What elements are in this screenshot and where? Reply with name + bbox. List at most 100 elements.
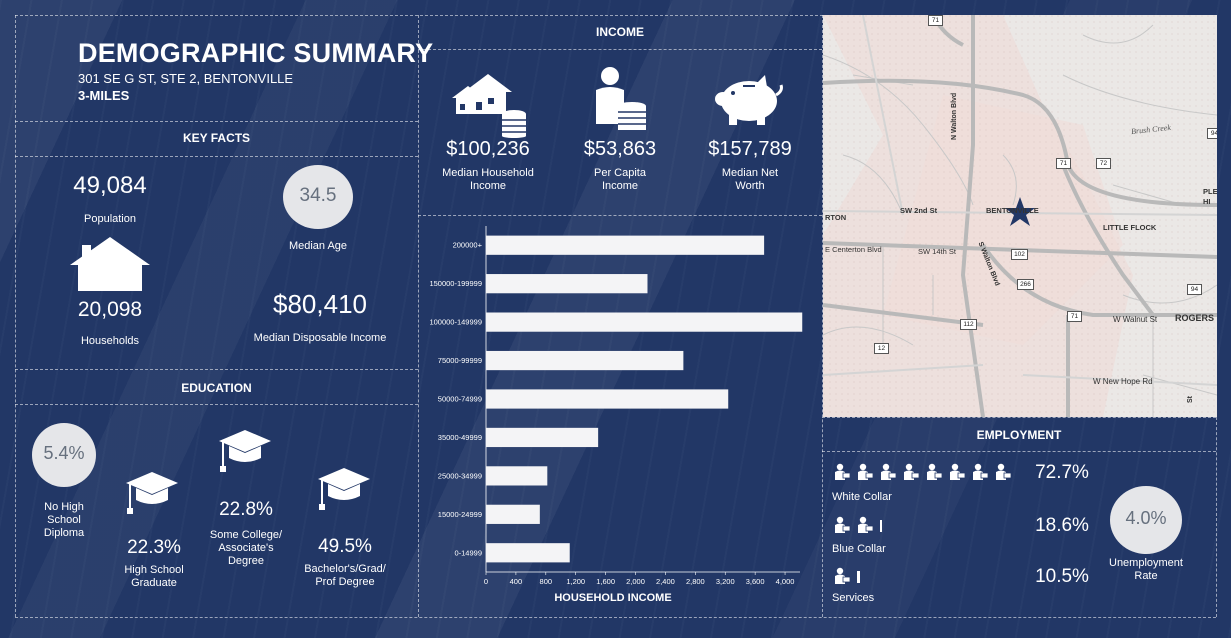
divider <box>1216 417 1217 617</box>
blue-collar-value: 18.6% <box>1035 515 1089 536</box>
net-worth-label-line: Median Net <box>721 167 779 179</box>
office-worker-icon <box>880 463 897 486</box>
partial-service-icon <box>857 571 860 583</box>
median-hh-income-label-line: Median Household <box>442 167 534 179</box>
map-label: LITTLE FLOCK <box>1103 223 1157 232</box>
route-shield: 94 <box>1207 128 1217 139</box>
bar <box>486 235 765 255</box>
bar <box>486 350 684 371</box>
x-tick-label: 800 <box>540 577 553 586</box>
office-worker-icon <box>949 463 966 486</box>
worker-icon <box>857 516 874 539</box>
x-tick-label: 400 <box>510 577 523 586</box>
house-icon <box>70 235 150 298</box>
median-age-label: Median Age <box>288 240 348 252</box>
per-capita-income-label: Per Capita Income <box>565 167 675 193</box>
office-worker-icon <box>857 463 874 486</box>
households-value: 20,098 <box>77 298 143 321</box>
median-age-circle: 34.5 <box>283 165 353 229</box>
divider <box>822 417 1216 418</box>
x-tick-label: 1,200 <box>566 577 585 586</box>
map-label: St <box>1187 396 1194 403</box>
hs-label-line: Graduate <box>131 577 177 589</box>
route-shield: 72 <box>1096 158 1111 169</box>
employment-heading: EMPLOYMENT <box>976 428 1062 442</box>
net-worth-label-line: Worth <box>735 180 765 192</box>
category-label: 0-14999 <box>454 548 482 557</box>
divider <box>418 215 822 216</box>
disposable-income-label: Median Disposable Income <box>253 332 387 344</box>
partial-worker-icon <box>880 520 882 532</box>
no-hs-circle: 5.4% <box>32 423 96 487</box>
map-label: HI <box>1203 197 1211 206</box>
bar <box>486 312 803 332</box>
bar <box>486 389 729 409</box>
households-label: Households <box>80 335 140 347</box>
bachelors-label-line: Prof Degree <box>315 576 375 588</box>
category-label: 150000-199999 <box>429 279 482 288</box>
map-label: SW 2nd St <box>900 206 938 215</box>
office-worker-icon <box>834 463 851 486</box>
location-map[interactable]: Brush Creek N Walton Blvd SW 2nd St BENT… <box>823 15 1217 417</box>
x-tick-label: 2,800 <box>686 577 705 586</box>
white-collar-value: 72.7% <box>1035 462 1089 483</box>
category-label: 100000-149999 <box>429 318 482 327</box>
blue-collar-icons <box>834 516 882 539</box>
median-hh-income-label: Median Household Income <box>428 167 548 193</box>
route-shield: 94 <box>1187 284 1202 295</box>
median-age-value: 34.5 <box>299 185 337 206</box>
category-label: 35000-49999 <box>438 433 482 442</box>
some-college-label-line: Associate's <box>218 542 274 554</box>
map-label: SW 14th St <box>918 247 956 256</box>
unemployment-value: 4.0% <box>1125 508 1167 528</box>
office-worker-icon <box>903 463 920 486</box>
category-label: 200000+ <box>453 241 483 250</box>
map-label: RTON <box>825 213 847 222</box>
page-title: DEMOGRAPHIC SUMMARY <box>78 38 434 68</box>
office-worker-icon <box>972 463 989 486</box>
unemployment-label: Unemployment Rate <box>1096 557 1196 583</box>
divider <box>15 369 418 370</box>
income-heading: INCOME <box>596 25 644 39</box>
bar <box>486 543 570 563</box>
divider <box>418 49 822 50</box>
worker-icon <box>834 516 851 539</box>
bar <box>486 274 648 294</box>
category-label: 15000-24999 <box>438 510 482 519</box>
bachelors-value: 49.5% <box>318 536 372 557</box>
map-label: PLEA <box>1203 187 1217 196</box>
category-label: 25000-34999 <box>438 471 482 480</box>
services-value: 10.5% <box>1035 566 1089 587</box>
education-heading: EDUCATION <box>181 381 252 395</box>
per-capita-income-value: $53,863 <box>583 138 657 160</box>
median-hh-income-label-line: Income <box>469 180 507 192</box>
route-shield: 112 <box>960 319 977 330</box>
x-tick-label: 2,000 <box>626 577 645 586</box>
graduation-cap-icon <box>217 428 273 479</box>
per-capita-income-label-line: Per Capita <box>594 167 646 179</box>
office-worker-icon <box>926 463 943 486</box>
no-hs-value: 5.4% <box>43 443 85 463</box>
graduation-cap-icon <box>316 466 372 517</box>
bar <box>486 466 548 486</box>
graduation-cap-icon <box>124 470 180 521</box>
houses-coins-icon <box>452 74 528 143</box>
white-collar-label: White Collar <box>832 491 892 503</box>
route-shield: 12 <box>874 343 889 354</box>
population-value: 49,084 <box>73 172 147 199</box>
map-label: N Walton Blvd <box>951 92 958 140</box>
per-capita-income-label-line: Income <box>601 180 639 192</box>
route-shield: 71 <box>1056 158 1071 169</box>
unemployment-circle: 4.0% <box>1110 486 1182 554</box>
person-coins-icon <box>594 66 650 139</box>
route-shield: 71 <box>928 15 943 26</box>
map-label: W Walnut St <box>1113 315 1158 324</box>
no-hs-label-line: School <box>47 514 81 526</box>
divider <box>15 15 16 617</box>
route-shield: 102 <box>1011 249 1028 260</box>
white-collar-icons <box>834 463 1018 486</box>
map-label: E Centerton Blvd <box>825 245 882 254</box>
bar <box>486 504 540 524</box>
map-label: W New Hope Rd <box>1093 377 1153 386</box>
piggy-bank-icon <box>713 75 785 132</box>
